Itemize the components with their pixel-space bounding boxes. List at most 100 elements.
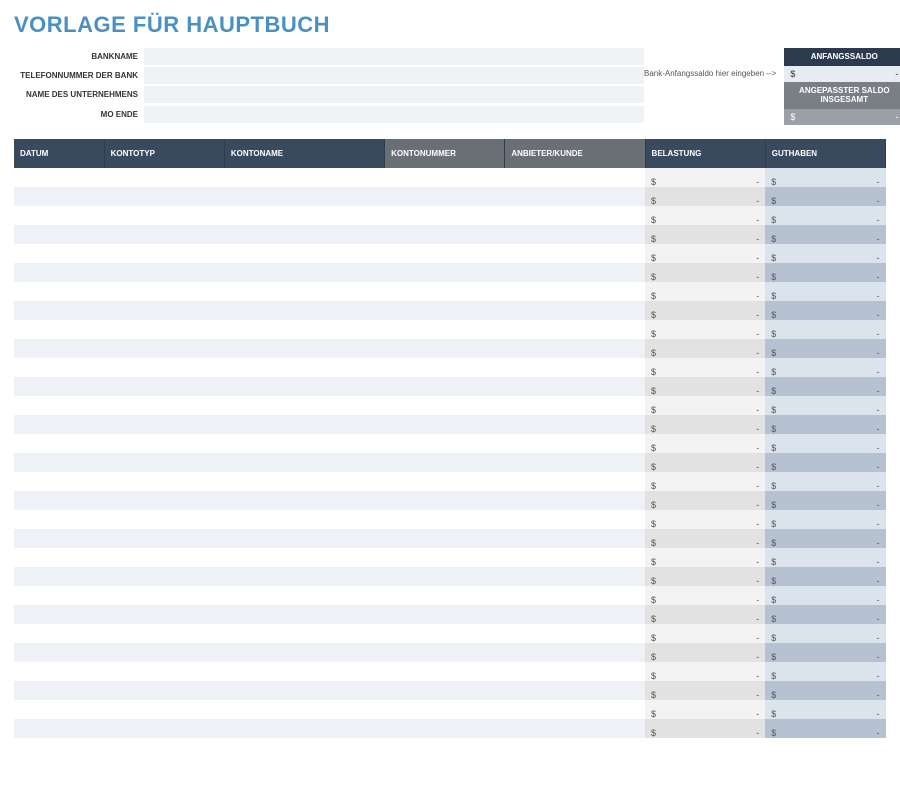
table-cell[interactable]: [385, 605, 505, 624]
table-cell[interactable]: [224, 453, 384, 472]
table-cell[interactable]: [385, 244, 505, 263]
table-cell[interactable]: [505, 339, 645, 358]
table-cell[interactable]: [14, 282, 104, 301]
table-row[interactable]: $-$-: [14, 263, 886, 282]
table-cell[interactable]: $-: [765, 586, 885, 605]
table-cell[interactable]: $-: [765, 700, 885, 719]
table-cell[interactable]: [224, 244, 384, 263]
table-row[interactable]: $-$-: [14, 320, 886, 339]
table-cell[interactable]: $-: [645, 643, 765, 662]
table-cell[interactable]: $-: [765, 548, 885, 567]
month-end-input[interactable]: [144, 106, 644, 124]
table-cell[interactable]: [385, 187, 505, 206]
table-cell[interactable]: [385, 225, 505, 244]
table-cell[interactable]: [14, 643, 104, 662]
table-cell[interactable]: $-: [645, 339, 765, 358]
table-row[interactable]: $-$-: [14, 453, 886, 472]
table-cell[interactable]: [104, 719, 224, 738]
table-cell[interactable]: [14, 700, 104, 719]
table-cell[interactable]: $-: [645, 605, 765, 624]
table-cell[interactable]: [505, 510, 645, 529]
table-cell[interactable]: [385, 396, 505, 415]
table-cell[interactable]: $-: [765, 225, 885, 244]
table-cell[interactable]: [14, 301, 104, 320]
table-cell[interactable]: [505, 548, 645, 567]
table-row[interactable]: $-$-: [14, 472, 886, 491]
table-cell[interactable]: [385, 662, 505, 681]
table-row[interactable]: $-$-: [14, 225, 886, 244]
table-cell[interactable]: [224, 529, 384, 548]
table-row[interactable]: $-$-: [14, 586, 886, 605]
table-cell[interactable]: $-: [765, 434, 885, 453]
table-cell[interactable]: $-: [645, 187, 765, 206]
table-cell[interactable]: $-: [645, 453, 765, 472]
table-cell[interactable]: [14, 624, 104, 643]
table-cell[interactable]: $-: [645, 624, 765, 643]
table-cell[interactable]: [224, 662, 384, 681]
table-cell[interactable]: [385, 567, 505, 586]
table-cell[interactable]: [104, 491, 224, 510]
table-cell[interactable]: [385, 681, 505, 700]
table-cell[interactable]: [224, 301, 384, 320]
table-cell[interactable]: $-: [645, 301, 765, 320]
table-cell[interactable]: $-: [645, 491, 765, 510]
table-cell[interactable]: [505, 681, 645, 700]
table-cell[interactable]: [104, 586, 224, 605]
table-cell[interactable]: [505, 472, 645, 491]
table-cell[interactable]: [385, 320, 505, 339]
table-cell[interactable]: [224, 719, 384, 738]
table-cell[interactable]: [224, 472, 384, 491]
table-cell[interactable]: [104, 206, 224, 225]
table-cell[interactable]: [224, 586, 384, 605]
table-cell[interactable]: [505, 662, 645, 681]
table-row[interactable]: $-$-: [14, 529, 886, 548]
table-cell[interactable]: [224, 605, 384, 624]
table-cell[interactable]: [224, 396, 384, 415]
table-cell[interactable]: $-: [765, 605, 885, 624]
table-cell[interactable]: [14, 491, 104, 510]
table-cell[interactable]: [14, 187, 104, 206]
table-row[interactable]: $-$-: [14, 396, 886, 415]
table-cell[interactable]: $-: [645, 358, 765, 377]
table-cell[interactable]: [505, 377, 645, 396]
table-cell[interactable]: $-: [765, 282, 885, 301]
table-cell[interactable]: $-: [765, 206, 885, 225]
table-cell[interactable]: $-: [645, 396, 765, 415]
table-cell[interactable]: $-: [765, 301, 885, 320]
table-cell[interactable]: [505, 187, 645, 206]
table-row[interactable]: $-$-: [14, 434, 886, 453]
table-cell[interactable]: [14, 719, 104, 738]
table-cell[interactable]: [224, 225, 384, 244]
table-cell[interactable]: [505, 358, 645, 377]
table-cell[interactable]: [224, 339, 384, 358]
table-cell[interactable]: [14, 358, 104, 377]
table-cell[interactable]: [14, 320, 104, 339]
table-cell[interactable]: [104, 187, 224, 206]
table-cell[interactable]: [224, 681, 384, 700]
table-cell[interactable]: [14, 510, 104, 529]
table-row[interactable]: $-$-: [14, 700, 886, 719]
table-cell[interactable]: [385, 586, 505, 605]
table-row[interactable]: $-$-: [14, 339, 886, 358]
table-cell[interactable]: [385, 377, 505, 396]
table-cell[interactable]: [505, 529, 645, 548]
table-cell[interactable]: [224, 700, 384, 719]
table-cell[interactable]: [104, 700, 224, 719]
table-cell[interactable]: [14, 453, 104, 472]
table-cell[interactable]: [505, 491, 645, 510]
table-cell[interactable]: [224, 624, 384, 643]
table-row[interactable]: $-$-: [14, 187, 886, 206]
table-cell[interactable]: [14, 244, 104, 263]
table-cell[interactable]: $-: [765, 453, 885, 472]
table-cell[interactable]: [14, 662, 104, 681]
table-cell[interactable]: [104, 453, 224, 472]
table-cell[interactable]: [104, 377, 224, 396]
table-cell[interactable]: [104, 339, 224, 358]
table-cell[interactable]: $-: [765, 358, 885, 377]
table-cell[interactable]: [385, 510, 505, 529]
table-row[interactable]: $-$-: [14, 244, 886, 263]
table-cell[interactable]: [14, 168, 104, 187]
table-cell[interactable]: [224, 282, 384, 301]
table-cell[interactable]: [505, 168, 645, 187]
table-cell[interactable]: $-: [765, 624, 885, 643]
